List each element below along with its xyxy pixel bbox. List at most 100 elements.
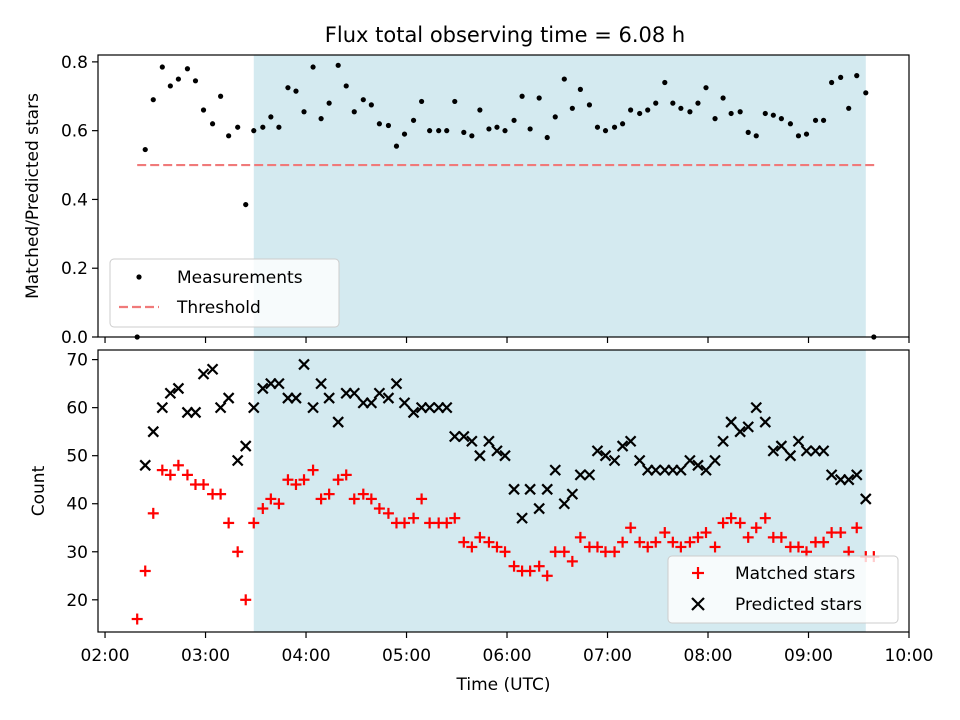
predicted-star-point: [440, 401, 453, 414]
predicted-star-point: [616, 440, 629, 452]
matched-star-point: [533, 560, 545, 572]
predicted-star-point: [549, 464, 562, 476]
y-tick-label: 40: [66, 495, 88, 515]
matched-star-point: [365, 493, 377, 505]
measurement-point: [376, 121, 382, 127]
predicted-stars-points: [139, 358, 872, 524]
measurement-point: [393, 143, 400, 149]
chart-title: Flux total observing time = 6.08 h: [325, 23, 685, 47]
matched-star-point: [408, 512, 420, 524]
predicted-star-point: [298, 358, 310, 371]
measurement-point: [326, 100, 332, 106]
predicted-star-point: [273, 377, 285, 390]
matched-star-point: [248, 517, 260, 529]
measurement-point: [778, 116, 784, 122]
measurement-point: [586, 102, 593, 108]
measurement-point: [175, 76, 181, 82]
measurement-point: [728, 110, 734, 117]
measurement-point: [687, 109, 693, 115]
matched-star-point: [558, 546, 570, 558]
predicted-star-point: [197, 368, 210, 380]
top-legend-box: [109, 258, 340, 328]
measurement-point: [795, 133, 802, 139]
x-tick-label: 06:00: [483, 646, 532, 666]
measurement-point: [318, 116, 324, 122]
legend-measurements-label: Measurements: [177, 268, 303, 288]
predicted-star-point: [583, 469, 596, 481]
bottom-x-ticks: 02:00 03:00 04:00 05:00 06:00 07:00 08:00 09:00…: [81, 632, 934, 666]
measurement-point: [184, 66, 191, 72]
matched-star-point: [373, 503, 385, 515]
predicted-star-point: [792, 435, 805, 448]
measurement-point: [285, 85, 291, 91]
predicted-star-point: [784, 449, 797, 462]
measurement-point: [519, 93, 525, 99]
predicted-star-point: [307, 401, 319, 414]
predicted-star-point: [257, 382, 269, 395]
measurement-point: [494, 124, 500, 130]
predicted-star-point: [633, 454, 646, 467]
measurement-point: [561, 76, 567, 82]
measurement-point: [829, 79, 835, 86]
predicted-star-point: [709, 454, 721, 467]
predicted-star-point: [533, 502, 545, 515]
matched-star-point: [717, 517, 729, 529]
predicted-star-point: [599, 449, 612, 462]
legend-matched-marker: [692, 567, 704, 579]
measurement-point: [753, 133, 759, 139]
predicted-star-point: [750, 401, 763, 414]
matched-star-point: [156, 464, 168, 476]
predicted-star-point: [649, 464, 662, 476]
matched-star-point: [282, 474, 294, 486]
matched-star-point: [742, 531, 754, 543]
top-x-ticks: [104, 337, 910, 343]
x-axis-label: Time (UTC): [456, 675, 551, 695]
predicted-star-point: [541, 483, 553, 496]
measurement-point: [360, 97, 366, 103]
matched-star-point: [273, 498, 285, 510]
predicted-star-point: [566, 488, 579, 500]
predicted-star-point: [189, 406, 202, 419]
predicted-star-point: [574, 469, 587, 481]
predicted-star-point: [222, 392, 235, 404]
predicted-star-point: [742, 421, 754, 433]
measurement-point: [653, 100, 659, 106]
matched-star-point: [634, 536, 646, 548]
measurement-point: [527, 126, 533, 132]
matched-star-point: [172, 459, 184, 471]
y-tick-label: 0.0: [61, 328, 88, 348]
predicted-star-point: [458, 430, 470, 443]
bottom-axes-frame: [97, 349, 910, 633]
matched-star-point: [750, 522, 762, 534]
x-tick-label: 08:00: [684, 646, 733, 666]
predicted-star-point: [315, 377, 327, 390]
measurement-point: [703, 85, 709, 91]
measurement-point: [611, 124, 618, 130]
predicted-star-point: [591, 445, 604, 457]
measurement-point: [569, 105, 575, 111]
measurement-point: [226, 133, 232, 139]
measurement-point: [712, 116, 718, 122]
matched-star-point: [835, 527, 847, 539]
matched-star-point: [642, 541, 654, 553]
measurement-point: [243, 201, 249, 208]
legend-matched-label: Matched stars: [735, 564, 855, 584]
predicted-star-point: [842, 473, 855, 486]
measurement-point: [452, 98, 458, 105]
measurement-point: [737, 109, 743, 115]
measurement-point: [192, 78, 199, 84]
predicted-star-point: [524, 483, 536, 496]
measurement-point: [770, 112, 776, 118]
predicted-star-point: [767, 445, 780, 457]
measurement-point: [461, 129, 467, 135]
measurement-point: [427, 128, 433, 134]
matched-star-point: [399, 517, 411, 529]
matched-star-point: [499, 546, 511, 558]
measurement-point: [619, 121, 626, 127]
predicted-star-point: [423, 401, 436, 414]
bottom-y-axis-label: Count: [29, 465, 49, 516]
predicted-star-point: [608, 454, 621, 467]
matched-star-point: [382, 507, 394, 519]
matched-star-point: [759, 512, 771, 524]
predicted-star-point: [775, 440, 788, 452]
